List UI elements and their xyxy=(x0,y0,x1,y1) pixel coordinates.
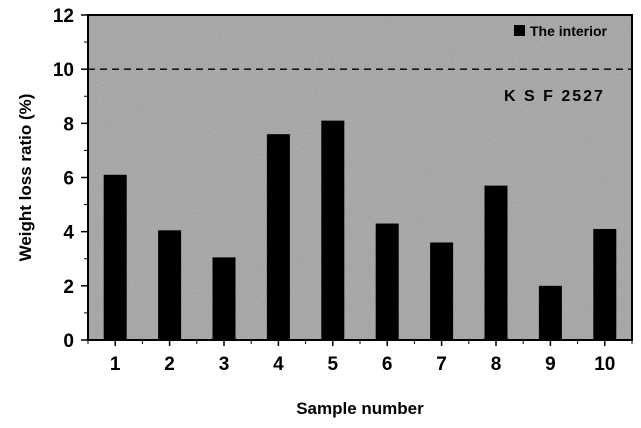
y-tick-label: 4 xyxy=(63,223,74,244)
x-tick-label: 8 xyxy=(491,354,502,375)
bar-sample-6 xyxy=(375,223,399,340)
bar-sample-4 xyxy=(266,134,290,340)
x-tick-label: 4 xyxy=(273,354,284,375)
legend-label-the-interior: The interior xyxy=(530,23,608,39)
bar-sample-10 xyxy=(593,228,617,340)
y-tick-label: 2 xyxy=(63,277,74,298)
x-tick-label: 9 xyxy=(545,354,556,375)
legend: The interior xyxy=(514,23,608,39)
x-axis-title: Sample number xyxy=(296,399,424,418)
x-tick-label: 5 xyxy=(328,354,339,375)
bar-sample-7 xyxy=(430,242,454,340)
x-tick-label: 10 xyxy=(594,354,615,375)
x-tick-label: 2 xyxy=(164,354,175,375)
y-tick-label: 10 xyxy=(53,60,74,81)
y-tick-label: 6 xyxy=(63,169,74,190)
y-tick-label: 8 xyxy=(63,114,74,135)
y-tick-label: 12 xyxy=(53,6,74,27)
reference-line-label: K S F 2527 xyxy=(504,88,605,105)
y-axis: 0 2 4 6 8 10 12 xyxy=(53,6,88,352)
x-tick-label: 7 xyxy=(436,354,447,375)
x-tick-label: 1 xyxy=(110,354,121,375)
x-axis: 1 2 3 4 5 6 7 8 9 10 xyxy=(87,340,633,375)
bar-sample-5 xyxy=(321,120,345,340)
bar-sample-1 xyxy=(103,174,127,340)
bar-sample-8 xyxy=(484,185,508,340)
legend-swatch xyxy=(514,25,525,36)
bars xyxy=(103,120,617,340)
bar-sample-3 xyxy=(212,257,236,340)
bar-sample-2 xyxy=(158,230,182,340)
bar-sample-9 xyxy=(538,285,562,340)
y-tick-label: 0 xyxy=(63,331,74,352)
x-tick-label: 6 xyxy=(382,354,393,375)
x-tick-label: 3 xyxy=(219,354,230,375)
y-axis-title: Weight loss ratio (%) xyxy=(16,94,35,262)
